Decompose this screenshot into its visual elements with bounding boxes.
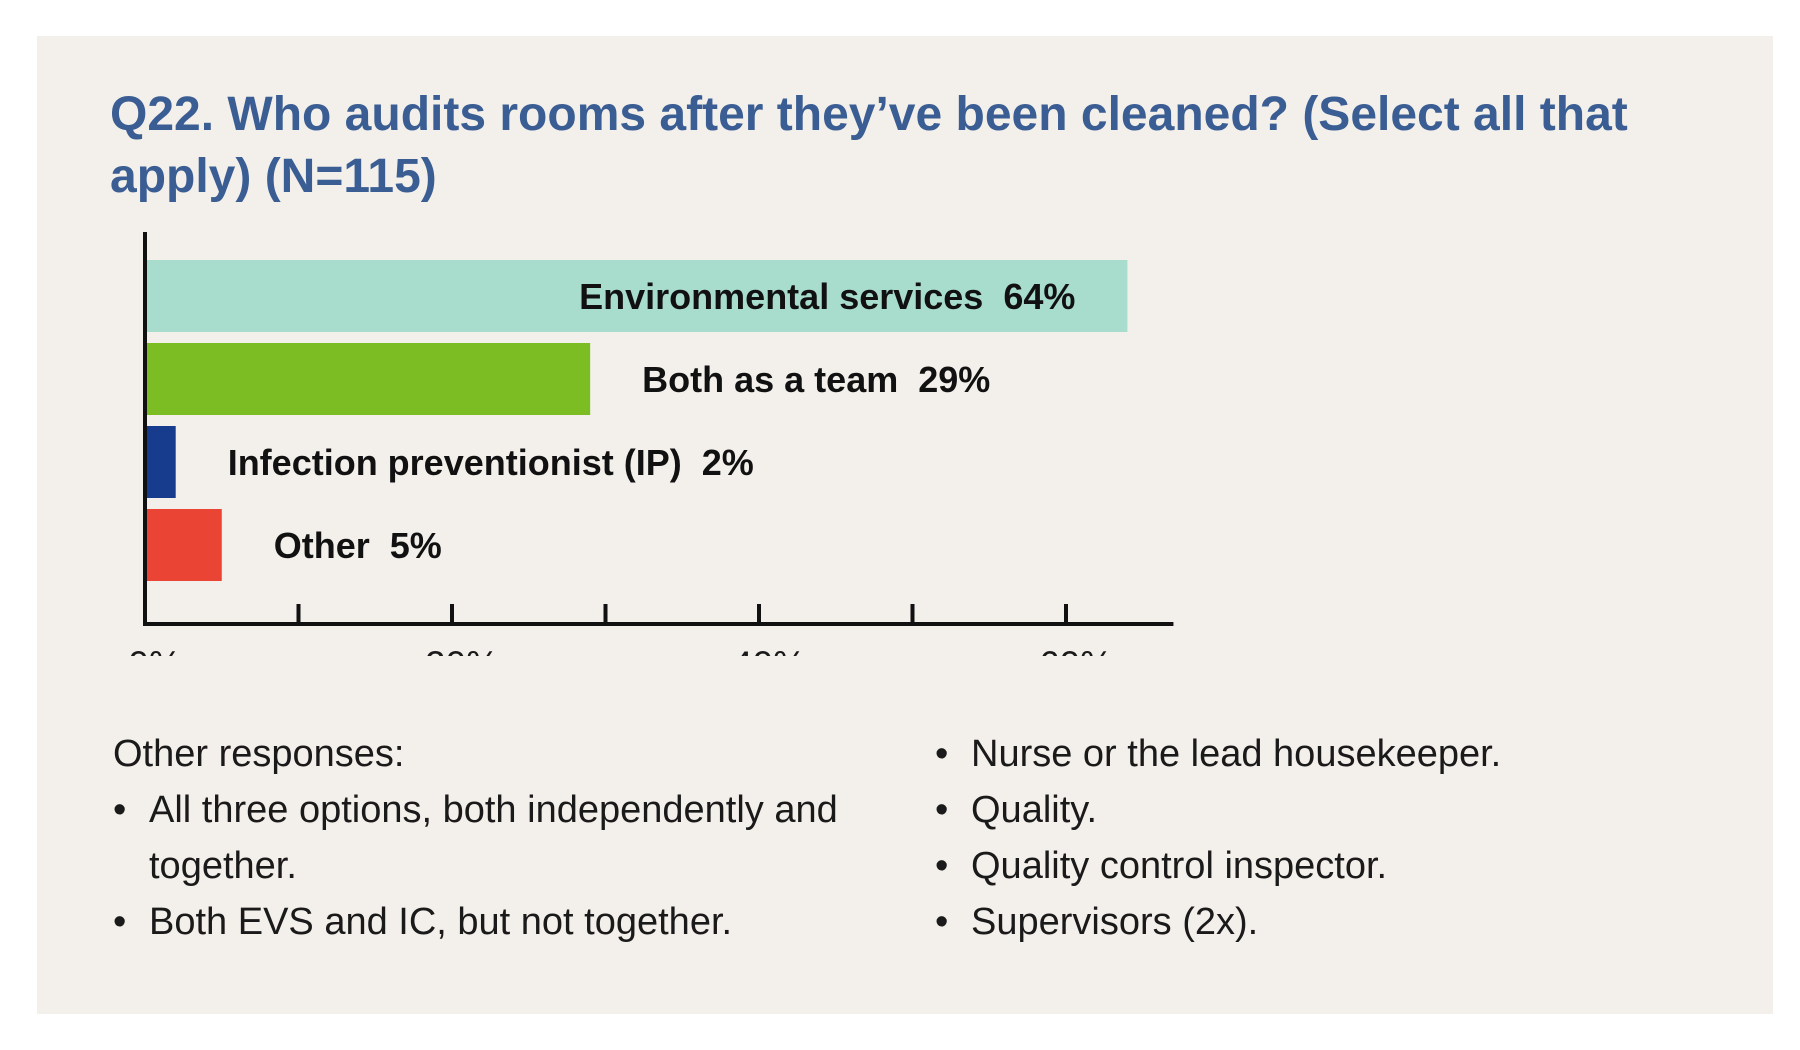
response-item: Supervisors (2x). xyxy=(935,894,1735,950)
chart-title: Q22. Who audits rooms after they’ve been… xyxy=(110,88,1628,203)
bar-label-3: Other 5% xyxy=(274,525,442,566)
bar-label-0: Environmental services 64% xyxy=(579,276,1075,317)
bar-2 xyxy=(145,426,176,498)
bar-chart: Environmental services 64% Both as a team… xyxy=(128,232,1174,656)
x-tick-label-2: 20% xyxy=(425,644,499,656)
other-responses-list-left: All three options, both independently an… xyxy=(113,782,873,950)
bar-1 xyxy=(145,343,591,415)
response-item: Quality control inspector. xyxy=(935,838,1735,894)
bar-3 xyxy=(145,509,222,581)
other-responses-right: Nurse or the lead housekeeper. Quality. … xyxy=(935,726,1735,950)
bar-0 xyxy=(145,260,1128,332)
response-item: All three options, both independently an… xyxy=(113,782,873,894)
x-tick-label-4: 40% xyxy=(732,644,806,656)
other-responses-heading: Other responses: xyxy=(113,733,405,775)
bar-label-1: Both as a team 29% xyxy=(642,359,990,400)
x-tick-label-0: 0% xyxy=(128,644,181,656)
response-item: Both EVS and IC, but not together. xyxy=(113,894,873,950)
other-responses-list-right: Nurse or the lead housekeeper. Quality. … xyxy=(935,726,1735,950)
bar-label-2: Infection preventionist (IP) 2% xyxy=(228,442,754,483)
response-item: Nurse or the lead housekeeper. xyxy=(935,726,1735,782)
other-responses-left: Other responses: All three options, both… xyxy=(113,726,873,950)
chart-panel: Q22. Who audits rooms after they’ve been… xyxy=(37,36,1773,1014)
x-tick-label-6: 60% xyxy=(1039,644,1113,656)
response-item: Quality. xyxy=(935,782,1735,838)
